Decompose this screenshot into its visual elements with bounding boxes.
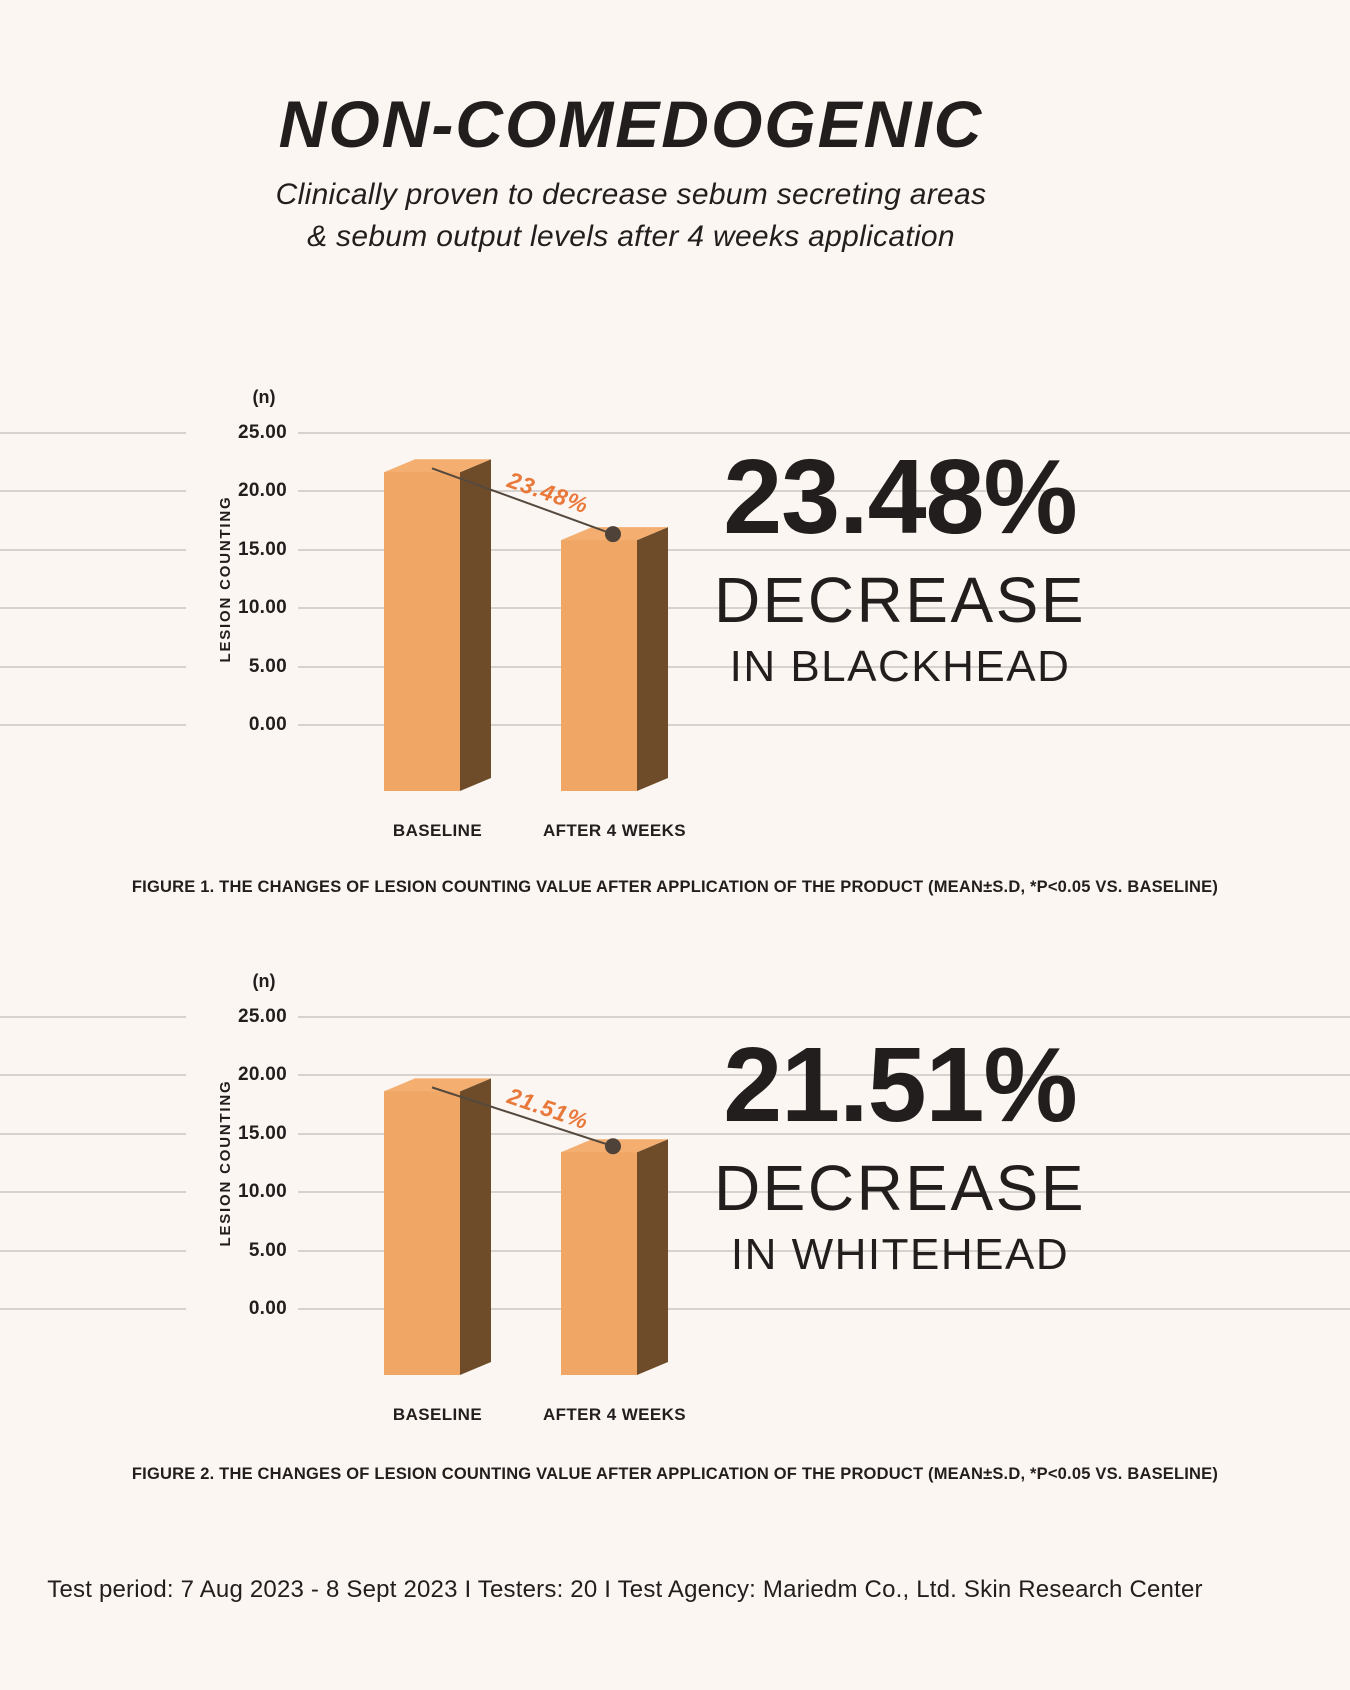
y-gridline xyxy=(298,724,1350,726)
bar-side-face xyxy=(460,1078,491,1375)
y-gridline xyxy=(0,548,186,551)
y-axis-tick-label: 5.00 xyxy=(248,655,287,677)
figure-1-caption: FIGURE 1. THE CHANGES OF LESION COUNTING… xyxy=(131,878,1219,896)
y-axis-tick-label: 25.00 xyxy=(237,1005,287,1027)
y-gridline xyxy=(0,724,186,726)
y-gridline xyxy=(298,1191,1350,1193)
y-gridline xyxy=(298,1074,1350,1076)
bar-after-4-weeks xyxy=(561,1139,668,1375)
stat-decrease-label: DECREASE xyxy=(713,1152,1087,1224)
y-gridline xyxy=(0,1074,186,1076)
bar-side-face xyxy=(637,1139,668,1375)
x-axis-label-after-4-weeks: AFTER 4 WEEKS xyxy=(542,821,687,840)
x-axis-label-baseline: BASELINE xyxy=(392,1405,483,1424)
y-axis-tick-label: 0.00 xyxy=(248,714,287,735)
bar-side-face xyxy=(637,527,668,791)
y-axis-unit-label: (n) xyxy=(252,970,276,991)
y-gridline xyxy=(0,1191,186,1193)
y-gridline xyxy=(0,607,186,609)
page-subtitle-line-2: & sebum output levels after 4 weeks appl… xyxy=(307,220,955,253)
y-axis-tick-label: 10.00 xyxy=(237,1181,287,1202)
y-axis-tick-label: 10.00 xyxy=(237,597,287,618)
y-gridline xyxy=(298,1132,1350,1135)
bar-front-face xyxy=(384,1091,460,1375)
y-axis-tick-label: 0.00 xyxy=(248,1298,287,1319)
y-gridline xyxy=(0,1249,186,1252)
y-gridline xyxy=(0,1308,186,1310)
y-gridline xyxy=(298,1308,1350,1310)
y-gridline xyxy=(298,665,1350,668)
bar-front-face xyxy=(561,1152,637,1375)
stat-percent: 23.48% xyxy=(723,438,1078,556)
y-gridline xyxy=(298,1015,1350,1018)
test-info-footer: Test period: 7 Aug 2023 - 8 Sept 2023 I … xyxy=(47,1576,1203,1603)
y-gridline xyxy=(298,607,1350,609)
y-gridline xyxy=(0,1015,186,1018)
y-axis-unit-label: (n) xyxy=(252,386,276,407)
stat-target-label: IN BLACKHEAD xyxy=(729,642,1071,691)
y-axis-tick-label: 5.00 xyxy=(248,1239,287,1261)
y-gridline xyxy=(0,665,186,668)
y-axis-tick-label: 15.00 xyxy=(237,1122,287,1144)
stat-target-label: IN WHITEHEAD xyxy=(730,1230,1070,1279)
y-axis-tick-label: 25.00 xyxy=(237,421,287,443)
y-gridline xyxy=(298,1249,1350,1252)
figure-2-caption: FIGURE 2. THE CHANGES OF LESION COUNTING… xyxy=(131,1465,1219,1483)
header: NON-COMEDOGENIC Clinically proven to dec… xyxy=(0,88,1262,258)
bar-baseline xyxy=(384,1078,491,1375)
page-title: NON-COMEDOGENIC xyxy=(278,87,984,161)
y-gridline xyxy=(0,490,186,492)
y-gridline xyxy=(0,431,186,434)
y-axis-tick-label: 20.00 xyxy=(237,1064,287,1085)
y-axis-tick-label: 15.00 xyxy=(237,538,287,560)
x-axis-label-baseline: BASELINE xyxy=(392,821,483,840)
y-gridline xyxy=(298,490,1350,492)
x-axis-label-after-4-weeks: AFTER 4 WEEKS xyxy=(542,1405,687,1424)
y-axis-tick-label: 20.00 xyxy=(237,480,287,501)
bar-front-face xyxy=(561,540,637,791)
stat-decrease-label: DECREASE xyxy=(713,564,1087,636)
page-subtitle-line-1: Clinically proven to decrease sebum secr… xyxy=(275,178,987,211)
y-gridline xyxy=(0,1132,186,1135)
y-gridline xyxy=(298,548,1350,551)
y-gridline xyxy=(298,431,1350,434)
stat-percent: 21.51% xyxy=(723,1026,1078,1144)
